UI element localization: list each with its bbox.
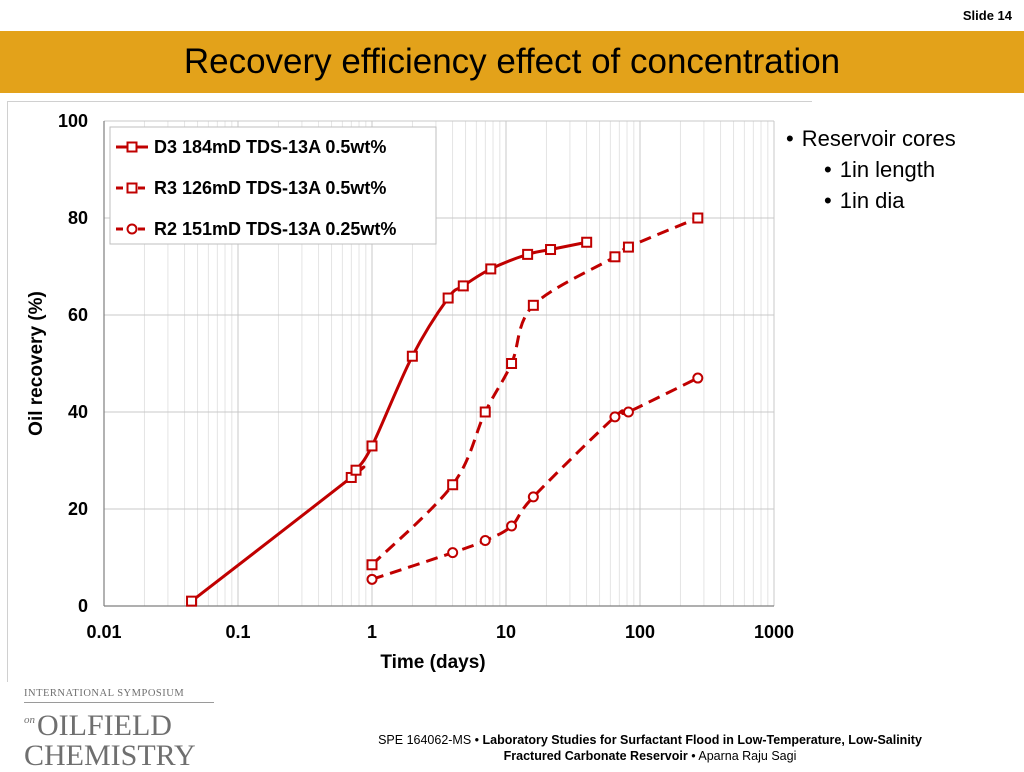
footer-separator-2: • <box>687 749 699 763</box>
legend-marker-2 <box>126 182 138 194</box>
data-point-series-3 <box>479 535 491 547</box>
bullet-main: Reservoir cores <box>786 123 956 154</box>
x-axis-title: Time (days) <box>380 652 485 673</box>
data-point-series-2 <box>366 559 378 571</box>
data-point-series-1 <box>366 440 378 452</box>
legend-box <box>109 126 437 245</box>
x-tick-label: 100 <box>625 622 655 642</box>
x-tick-label: 1 <box>367 622 377 642</box>
series-line-3 <box>371 376 699 581</box>
data-point-series-2 <box>692 212 704 224</box>
data-point-series-1 <box>545 244 557 256</box>
data-point-series-1 <box>485 263 497 275</box>
chart-frame: 0.01 0.1 1 10 100 1000 0 20 40 60 80 100 Time (days)… <box>7 101 812 682</box>
footer-separator-1: • <box>471 733 483 747</box>
data-point-series-1 <box>406 350 418 362</box>
footer-title-line1: Laboratory Studies for Surfactant Flood … <box>482 733 922 747</box>
x-tick-label: 1000 <box>754 622 794 642</box>
data-point-series-1 <box>350 464 362 476</box>
slide-title: Recovery efficiency effect of concentrat… <box>183 42 841 81</box>
data-point-series-3 <box>609 411 621 423</box>
data-point-series-3 <box>366 573 378 585</box>
logo-top-line: INTERNATIONAL SYMPOSIUM <box>24 688 214 703</box>
y-tick-label: 60 <box>68 305 88 325</box>
legend-label-3: R2 151mD TDS-13A 0.25wt% <box>154 219 396 239</box>
bullet-sub-diameter: 1in dia <box>786 185 956 216</box>
data-point-series-1 <box>457 280 469 292</box>
data-point-series-1 <box>522 248 534 260</box>
recovery-chart: 0.01 0.1 1 10 100 1000 0 20 40 60 80 100 Time (days)… <box>26 111 794 673</box>
logo-word-chemistry: CHEMISTRY <box>24 739 196 772</box>
bullet-list: Reservoir cores 1in length 1in dia <box>786 123 956 216</box>
data-point-series-3 <box>527 491 539 503</box>
y-tick-label: 40 <box>68 402 88 422</box>
logo-on: on <box>24 714 35 726</box>
data-point-series-2 <box>479 406 491 418</box>
y-tick-label: 80 <box>68 208 88 228</box>
data-point-series-1 <box>581 236 593 248</box>
slide-number: Slide 14 <box>962 8 1012 23</box>
footer-citation: SPE 164062-MS • Laboratory Studies for S… <box>300 732 1000 764</box>
legend-label-2: R3 126mD TDS-13A 0.5wt% <box>154 178 386 198</box>
data-point-series-3 <box>622 406 634 418</box>
data-point-series-1 <box>186 595 198 607</box>
x-tick-label: 0.01 <box>86 622 121 642</box>
x-tick-label: 0.1 <box>225 622 250 642</box>
title-band: Recovery efficiency effect of concentrat… <box>0 31 1024 93</box>
data-point-series-3 <box>447 547 459 559</box>
data-point-series-2 <box>447 479 459 491</box>
data-point-series-2 <box>527 299 539 311</box>
legend-marker-1 <box>126 141 138 153</box>
y-tick-label: 100 <box>58 111 88 131</box>
data-point-series-3 <box>506 520 518 532</box>
footer-title-line2: Fractured Carbonate Reservoir <box>503 749 688 763</box>
data-point-series-2 <box>622 241 634 253</box>
bullet-sub-length: 1in length <box>786 154 956 185</box>
series-line-2 <box>370 216 699 566</box>
data-point-series-1 <box>442 292 454 304</box>
data-point-series-3 <box>692 372 704 384</box>
footer-paper-id: SPE 164062-MS <box>378 733 472 747</box>
footer-author: Aparna Raju Sagi <box>698 749 797 763</box>
data-point-series-2 <box>609 251 621 263</box>
data-point-series-2 <box>506 358 518 369</box>
symposium-logo: INTERNATIONAL SYMPOSIUM onOILFIELD CHEMI… <box>24 688 214 771</box>
y-axis-title: Oil recovery (%) <box>26 291 47 436</box>
logo-word-oilfield: onOILFIELD <box>24 705 214 741</box>
logo-word1: OILFIELD <box>37 709 172 742</box>
y-tick-label: 20 <box>68 499 88 519</box>
legend-marker-3 <box>126 223 138 235</box>
y-tick-label: 0 <box>78 596 88 616</box>
legend-label-1: D3 184mD TDS-13A 0.5wt% <box>154 137 386 157</box>
x-tick-label: 10 <box>496 622 516 642</box>
